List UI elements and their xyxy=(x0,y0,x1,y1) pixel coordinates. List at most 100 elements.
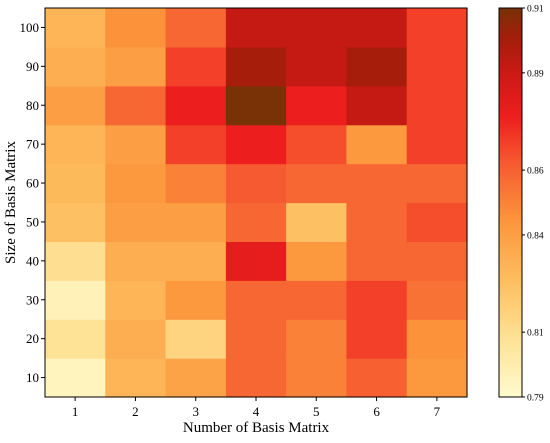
heatmap-cell xyxy=(286,241,348,281)
heatmap-cell xyxy=(45,124,106,165)
heatmap-cell xyxy=(346,85,408,126)
heatmap-cell xyxy=(165,124,227,165)
heatmap-cell xyxy=(165,241,227,281)
y-tick-label: 90 xyxy=(26,59,39,74)
heatmap-cell xyxy=(105,8,167,48)
heatmap-cell xyxy=(286,8,348,48)
y-tick-label: 40 xyxy=(26,253,39,268)
heatmap-cell xyxy=(105,124,167,165)
y-tick-label: 70 xyxy=(26,137,39,152)
heatmap-cell xyxy=(225,319,287,359)
heatmap-cell xyxy=(406,280,468,320)
heatmap-cell xyxy=(286,358,348,398)
x-tick-label: 4 xyxy=(253,404,260,419)
heatmap-cell xyxy=(165,280,227,320)
y-tick-label: 60 xyxy=(26,176,39,191)
colorbar-tick-label: 0.89 xyxy=(527,69,544,79)
heatmap-cell xyxy=(406,124,468,165)
colorbar-tick-label: 0.79 xyxy=(527,394,544,404)
y-axis: 10 20 30 40 50 60 70 80 90 100 xyxy=(20,20,45,385)
heatmap-cell xyxy=(165,202,227,242)
heatmap-cell xyxy=(346,124,408,165)
heatmap-cell xyxy=(45,85,106,126)
heatmap-cell xyxy=(105,202,167,242)
x-tick-label: 3 xyxy=(192,404,199,419)
heatmap-cell xyxy=(286,163,348,204)
y-tick-label: 30 xyxy=(26,292,39,307)
heatmap-cell xyxy=(286,319,348,359)
heatmap-cell xyxy=(105,241,167,281)
heatmap-cell xyxy=(45,163,106,204)
x-tick-label: 5 xyxy=(313,404,320,419)
heatmap-cell xyxy=(346,319,408,359)
y-tick-label: 100 xyxy=(20,20,40,35)
heatmap-cell xyxy=(406,202,468,242)
heatmap-cell xyxy=(45,241,106,281)
heatmap-cell xyxy=(346,202,408,242)
heatmap-cell xyxy=(406,8,468,48)
heatmap-cell xyxy=(45,358,106,398)
heatmap-cell xyxy=(105,163,167,204)
colorbar: 0.91 0.89 0.86 0.84 0.81 0.79 xyxy=(498,5,544,404)
heatmap-cell xyxy=(225,46,287,87)
colorbar-gradient xyxy=(498,7,523,398)
heatmap-cell xyxy=(346,8,408,48)
heatmap-cell xyxy=(286,46,348,87)
heatmap-cell xyxy=(406,85,468,126)
heatmap-cell xyxy=(406,46,468,87)
x-axis-title: Number of Basis Matrix xyxy=(183,420,330,436)
heatmap-cell xyxy=(225,85,287,126)
heatmap-cell xyxy=(225,8,287,48)
heatmap-cell xyxy=(45,280,106,320)
x-tick-label: 7 xyxy=(434,404,441,419)
colorbar-tick-label: 0.84 xyxy=(527,231,544,241)
y-tick-label: 50 xyxy=(26,214,39,229)
heatmap-cell xyxy=(225,280,287,320)
heatmap-cell xyxy=(105,358,167,398)
heatmap-cell xyxy=(105,46,167,87)
heatmap-cell xyxy=(105,280,167,320)
heatmap-cell xyxy=(45,8,106,48)
colorbar-tick-label: 0.86 xyxy=(527,167,544,177)
y-tick-label: 20 xyxy=(26,331,39,346)
heatmap-cell xyxy=(225,358,287,398)
heatmap-cell xyxy=(165,85,227,126)
heatmap-cell xyxy=(346,280,408,320)
heatmap-cell xyxy=(286,85,348,126)
heatmap-cell xyxy=(45,46,106,87)
heatmap-cell xyxy=(225,124,287,165)
heatmap-cell xyxy=(225,163,287,204)
x-tick-label: 6 xyxy=(373,404,380,419)
heatmap-cell xyxy=(406,241,468,281)
heatmap-cell xyxy=(286,202,348,242)
colorbar-tick-label: 0.81 xyxy=(527,329,544,339)
x-tick-label: 2 xyxy=(132,404,139,419)
heatmap-cell xyxy=(286,124,348,165)
heatmap-cell xyxy=(165,358,227,398)
heatmap-cell xyxy=(346,163,408,204)
heatmap-cell xyxy=(225,241,287,281)
heatmap-cell xyxy=(165,319,227,359)
heatmap-cell xyxy=(406,163,468,204)
x-axis: 1 2 3 4 5 6 7 xyxy=(72,397,441,419)
y-axis-title: Size of Basis Matrix xyxy=(3,141,19,264)
heatmap-cell xyxy=(346,46,408,87)
heatmap-cell xyxy=(286,280,348,320)
heatmap-cell xyxy=(165,46,227,87)
heatmap-cell xyxy=(45,202,106,242)
y-tick-label: 10 xyxy=(26,370,39,385)
heatmap-cell xyxy=(105,85,167,126)
heatmap-cell xyxy=(346,241,408,281)
heatmap-cell xyxy=(406,358,468,398)
heatmap-cell xyxy=(45,319,106,359)
y-tick-label: 80 xyxy=(26,98,39,113)
heatmap-cell xyxy=(105,319,167,359)
heatmap-cell xyxy=(346,358,408,398)
heatmap-cells xyxy=(45,8,468,398)
heatmap-cell xyxy=(225,202,287,242)
colorbar-tick-label: 0.91 xyxy=(527,5,544,15)
x-tick-label: 1 xyxy=(72,404,79,419)
heatmap-cell xyxy=(165,163,227,204)
heatmap-cell xyxy=(165,8,227,48)
